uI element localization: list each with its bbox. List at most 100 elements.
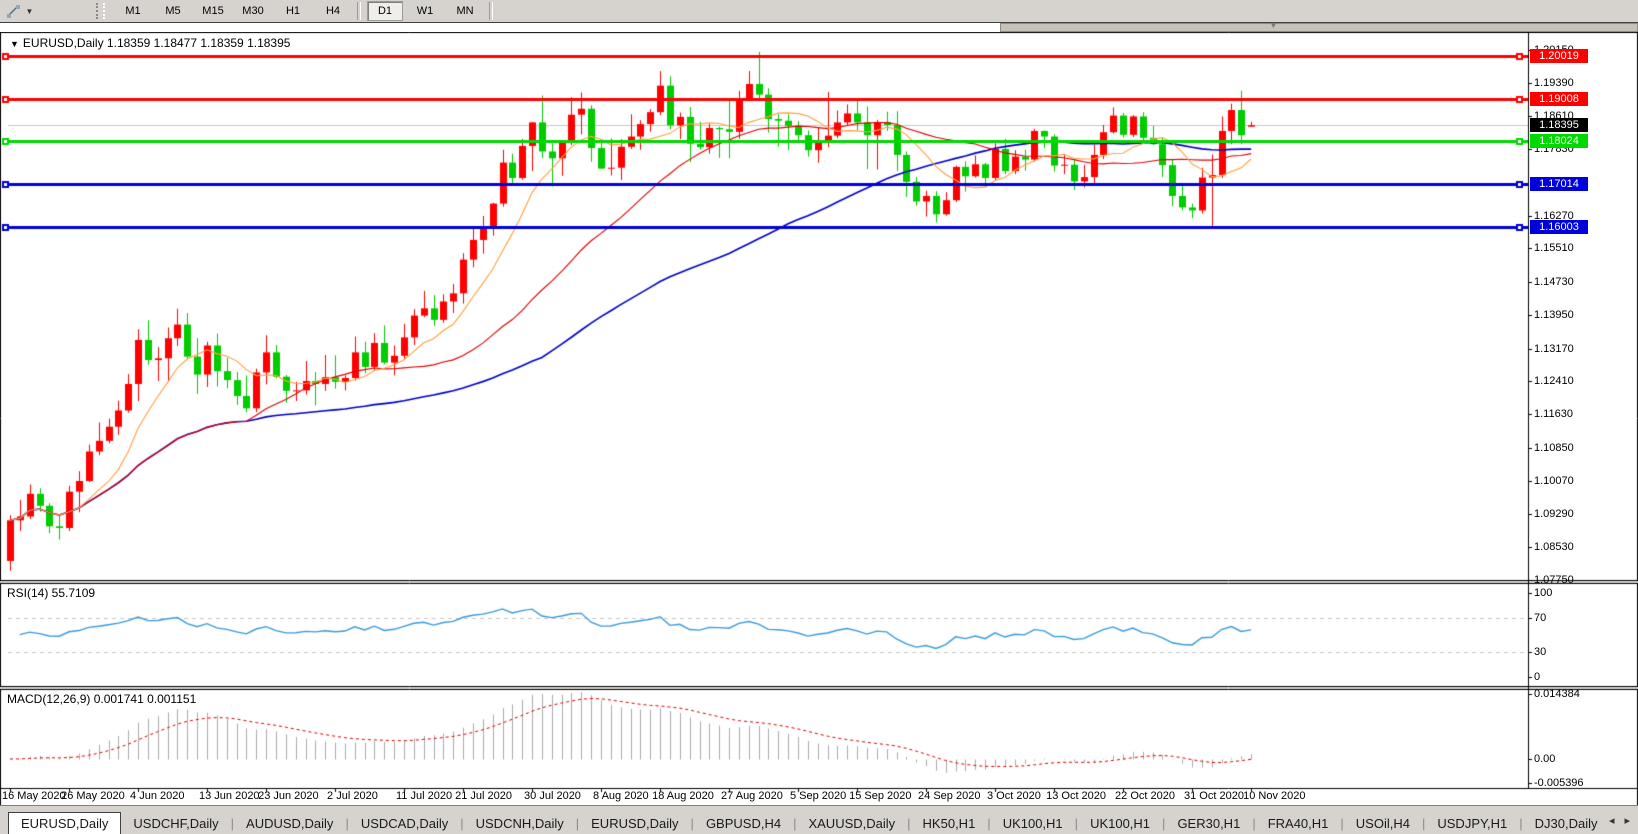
tab-separator: | [987, 816, 991, 831]
tab-separator: | [460, 816, 464, 831]
chart-tab-audusd-daily[interactable]: AUDUSD,Daily [246, 816, 334, 831]
date-label: 5 Sep 2020 [790, 790, 847, 802]
chart-tab-fra40-h1[interactable]: FRA40,H1 [1267, 816, 1329, 831]
date-label: 22 Oct 2020 [1115, 790, 1175, 802]
timeframe-button-h1[interactable]: H1 [285, 5, 301, 17]
date-label: 30 Jul 2020 [524, 790, 581, 802]
chart-tab-bar: EURUSD,Daily USDCHF,Daily | AUDUSD,Daily | US… [0, 805, 1638, 834]
symbol-ohlc-text: EURUSD,Daily 1.18359 1.18477 1.18359 1.1… [22, 36, 291, 50]
date-label: 2 Jul 2020 [327, 790, 378, 802]
rsi-tick-label: 70 [1534, 612, 1547, 625]
date-label: 8 Aug 2020 [593, 790, 649, 802]
tab-separator: | [575, 816, 580, 831]
price-tick-label: 1.15510 [1534, 242, 1574, 255]
tab-scroll-right-icon[interactable]: ▸ [1624, 814, 1630, 827]
chart-tab-usdcad-daily[interactable]: USDCAD,Daily [360, 816, 449, 831]
date-label: 31 Oct 2020 [1184, 790, 1244, 802]
chart-tab-usoil-h4[interactable]: USOil,H4 [1355, 816, 1410, 831]
rsi-tick-label: 30 [1534, 645, 1547, 658]
price-tick-label: 1.12410 [1534, 374, 1574, 387]
toolbar: ▼ M1 M5 M15 M30 H1 H4 D1 W1 MN [0, 0, 1638, 23]
chart-shift-marker-icon[interactable]: ▼ [1269, 20, 1278, 30]
chart-tab-eurusd-daily[interactable]: EURUSD,Daily [8, 812, 122, 834]
date-label: 21 Jul 2020 [455, 790, 512, 802]
tab-separator: | [1421, 816, 1426, 831]
chart-scrollbar-thumb[interactable] [1000, 23, 1638, 32]
cursor-tool-dropdown[interactable]: ▼ [25, 6, 34, 16]
tab-separator: | [793, 816, 797, 831]
price-tick-label: 1.13170 [1534, 342, 1574, 355]
date-label: 15 Sep 2020 [849, 790, 912, 802]
price-tick-label: 1.08530 [1534, 540, 1574, 553]
chart-cursor-icon [6, 4, 20, 18]
chart-tab-uk100-h1[interactable]: UK100,H1 [1090, 816, 1151, 831]
toolbar-separator [489, 2, 493, 20]
chart-tab-list: EURUSD,Daily USDCHF,Daily | AUDUSD,Daily | US… [0, 806, 1601, 834]
chart-tab-usdchf-daily[interactable]: USDCHF,Daily [133, 816, 219, 831]
chart-tab-gbpusd-h4[interactable]: GBPUSD,H4 [705, 816, 782, 831]
price-tick-label: 1.07750 [1534, 574, 1574, 587]
chart-tab-usdjpy-h1[interactable]: USDJPY,H1 [1437, 816, 1508, 831]
price-tick-label: 1.11630 [1534, 408, 1573, 421]
timeframe-button-group: M1 M5 M15 M30 H1 H4 D1 W1 MN [113, 1, 497, 21]
date-label: 18 Aug 2020 [652, 790, 714, 802]
chart-tab-uk100-h1[interactable]: UK100,H1 [1002, 816, 1063, 831]
chart-scrollbar[interactable]: ▼ [0, 20, 1638, 32]
date-label: 23 Jun 2020 [258, 790, 319, 802]
chart-tab-usdcnh-daily[interactable]: USDCNH,Daily [475, 816, 564, 831]
tab-separator: | [1519, 816, 1523, 831]
price-tick-label: 1.16270 [1534, 210, 1574, 222]
symbol-collapse-icon[interactable]: ▼ [10, 39, 19, 49]
timeframe-button-m1[interactable]: M1 [125, 5, 141, 17]
rsi-tick-label: 100 [1534, 587, 1553, 599]
chart-tab-hk50-h1[interactable]: HK50,H1 [922, 816, 976, 831]
price-chart-canvas[interactable] [0, 32, 1638, 805]
tab-separator: | [1252, 816, 1256, 831]
price-tick-label: 1.09290 [1534, 508, 1574, 521]
tab-separator: | [230, 816, 235, 831]
price-tick-label: 1.14730 [1534, 275, 1574, 288]
timeframe-button-m5[interactable]: M5 [165, 5, 181, 17]
date-label: 10 Nov 2020 [1243, 790, 1306, 802]
date-label: 13 Jun 2020 [199, 790, 260, 802]
price-tick-label: 1.13950 [1534, 309, 1574, 322]
date-label: 4 Jun 2020 [130, 790, 185, 802]
date-label: 24 Sep 2020 [918, 790, 981, 802]
date-label: 26 May 2020 [61, 790, 125, 802]
macd-tick-label: 0.014384 [1534, 687, 1580, 700]
tab-separator: | [1162, 816, 1166, 831]
tab-separator: | [690, 816, 694, 831]
chart-tab-dj30-daily[interactable]: DJ30,Daily [1534, 816, 1598, 831]
timeframe-button-mn[interactable]: MN [456, 5, 474, 17]
macd-tick-label: -0.005396 [1534, 777, 1584, 790]
rsi-tick-label: 0 [1534, 671, 1541, 683]
price-tick-label: 1.10850 [1534, 441, 1574, 454]
tab-separator: | [907, 816, 911, 831]
toolbar-grip[interactable] [96, 3, 105, 19]
chart-tab-ger30-h1[interactable]: GER30,H1 [1177, 816, 1241, 831]
hline-price-label: 1.19008 [1530, 91, 1588, 106]
timeframe-button-m15[interactable]: M15 [202, 5, 224, 17]
tab-separator: | [1074, 816, 1079, 831]
timeframe-button-h4[interactable]: H4 [325, 5, 341, 17]
date-label: 3 Oct 2020 [987, 790, 1041, 802]
timeframe-button-d1[interactable]: D1 [367, 1, 403, 21]
date-label: 27 Aug 2020 [721, 790, 783, 802]
macd-tick-label: 0.00 [1534, 753, 1556, 765]
cursor-tool-button[interactable] [3, 2, 23, 20]
timeframe-button-w1[interactable]: W1 [416, 5, 434, 17]
date-label: 11 Jul 2020 [396, 790, 453, 802]
macd-header: MACD(12,26,9) 0.001741 0.001151 [7, 692, 197, 706]
chart-tab-xauusd-daily[interactable]: XAUUSD,Daily [808, 816, 896, 831]
tab-separator: | [1340, 816, 1344, 831]
timeframe-button-m30[interactable]: M30 [242, 5, 264, 17]
date-label: 16 May 2020 [2, 790, 66, 802]
chart-tab-eurusd-daily[interactable]: EURUSD,Daily [591, 816, 679, 831]
current-price-label: 1.18395 [1530, 118, 1588, 133]
tab-scroll-left-icon[interactable]: ◂ [1608, 814, 1615, 827]
price-tick-label: 1.10070 [1534, 474, 1574, 487]
hline-price-label: 1.16003 [1530, 220, 1588, 235]
tab-scroll-arrows: ◂ ▸ [1601, 806, 1638, 834]
symbol-header: ▼ EURUSD,Daily 1.18359 1.18477 1.18359 1.… [10, 36, 290, 50]
